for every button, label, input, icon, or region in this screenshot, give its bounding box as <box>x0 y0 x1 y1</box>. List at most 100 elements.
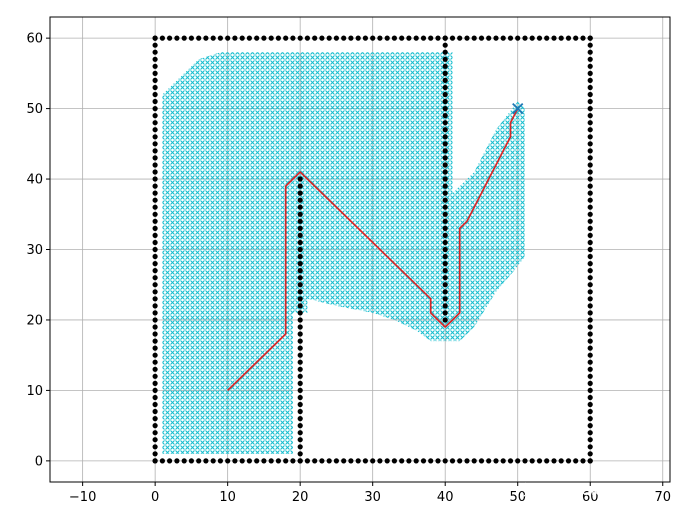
obstacle-point <box>384 35 390 41</box>
obstacle-point <box>152 303 158 309</box>
obstacle-point <box>297 225 303 231</box>
obstacle-point <box>261 458 267 464</box>
obstacle-point <box>297 310 303 316</box>
obstacle-point <box>297 183 303 189</box>
obstacle-point <box>442 261 448 267</box>
obstacle-point <box>348 35 354 41</box>
obstacle-point <box>152 49 158 55</box>
obstacle-point <box>333 458 339 464</box>
obstacle-point <box>580 35 586 41</box>
obstacle-point <box>297 430 303 436</box>
obstacle-point <box>341 458 347 464</box>
obstacle-point <box>275 458 281 464</box>
x-tick-label: 40 <box>437 490 454 505</box>
obstacle-point <box>471 458 477 464</box>
obstacle-point <box>391 35 397 41</box>
obstacle-point <box>486 35 492 41</box>
obstacle-point <box>188 458 194 464</box>
obstacle-point <box>464 35 470 41</box>
obstacle-point <box>435 458 441 464</box>
obstacle-point <box>159 458 165 464</box>
obstacle-point <box>297 366 303 372</box>
obstacle-point <box>587 296 593 302</box>
y-tick-label: 20 <box>26 313 43 328</box>
obstacle-point <box>587 42 593 48</box>
obstacle-point <box>225 35 231 41</box>
obstacle-point <box>515 458 521 464</box>
obstacle-point <box>152 169 158 175</box>
obstacle-point <box>442 120 448 126</box>
obstacle-point <box>152 225 158 231</box>
obstacle-point <box>319 35 325 41</box>
obstacle-point <box>159 35 165 41</box>
obstacle-point <box>333 35 339 41</box>
obstacle-point <box>428 458 434 464</box>
obstacle-point <box>442 232 448 238</box>
obstacle-point <box>152 141 158 147</box>
obstacle-point <box>297 239 303 246</box>
obstacle-point <box>246 458 252 464</box>
explored-nodes-region <box>162 52 525 454</box>
obstacle-point <box>152 366 158 372</box>
obstacle-point <box>442 98 448 105</box>
obstacle-point <box>297 303 303 309</box>
obstacle-point <box>152 331 158 337</box>
obstacle-point <box>587 352 593 358</box>
obstacle-point <box>297 296 303 302</box>
obstacle-point <box>152 155 158 161</box>
obstacle-point <box>312 35 318 41</box>
obstacle-point <box>587 162 593 168</box>
obstacle-point <box>442 70 448 76</box>
obstacle-point <box>500 458 506 464</box>
obstacle-point <box>587 458 593 464</box>
obstacle-point <box>152 218 158 224</box>
obstacle-point <box>587 218 593 224</box>
obstacle-point <box>507 35 514 41</box>
obstacle-point <box>449 35 456 41</box>
tick-marks: −10 0 10 20 30 40 50 60 70 0 10 20 30 40 50 60 <box>26 32 671 505</box>
obstacle-point <box>420 458 427 464</box>
obstacle-point <box>442 127 448 133</box>
obstacle-point <box>587 380 593 386</box>
obstacle-point <box>587 331 593 337</box>
obstacle-point <box>370 458 376 464</box>
obstacle-point <box>442 275 448 281</box>
obstacle-point <box>587 246 593 253</box>
obstacle-point <box>326 35 332 41</box>
obstacle-point <box>391 458 397 464</box>
obstacle-point <box>297 317 303 323</box>
obstacle-point <box>587 239 593 246</box>
obstacle-point <box>319 458 325 464</box>
x-tick-label: 0 <box>151 490 159 505</box>
y-tick-label: 0 <box>35 454 43 469</box>
obstacle-point <box>587 310 593 316</box>
obstacle-point <box>297 176 303 182</box>
goal-marker <box>512 102 524 115</box>
obstacle-point <box>167 458 173 464</box>
y-tick-label: 10 <box>26 384 43 399</box>
obstacle-point <box>152 296 158 302</box>
explored-layer <box>162 52 525 454</box>
obstacle-point <box>297 345 303 351</box>
obstacle-point <box>442 77 448 83</box>
x-tick-label: 70 <box>654 490 671 505</box>
obstacle-point <box>152 197 158 203</box>
obstacle-point <box>225 458 231 464</box>
obstacle-point <box>587 183 593 189</box>
obstacle-point <box>522 458 528 464</box>
obstacle-point <box>587 437 593 443</box>
obstacle-point <box>297 35 303 41</box>
obstacle-point <box>152 211 158 217</box>
obstacle-point <box>297 437 303 443</box>
obstacle-point <box>442 148 448 154</box>
obstacle-point <box>544 458 550 464</box>
obstacle-point <box>254 35 260 41</box>
obstacle-point <box>152 317 158 323</box>
obstacle-point <box>152 324 158 330</box>
obstacle-point <box>587 141 593 147</box>
obstacle-point <box>587 289 593 295</box>
obstacle-point <box>203 35 209 41</box>
obstacle-point <box>152 401 158 408</box>
obstacle-point <box>413 458 419 464</box>
obstacle-layer <box>152 35 593 464</box>
